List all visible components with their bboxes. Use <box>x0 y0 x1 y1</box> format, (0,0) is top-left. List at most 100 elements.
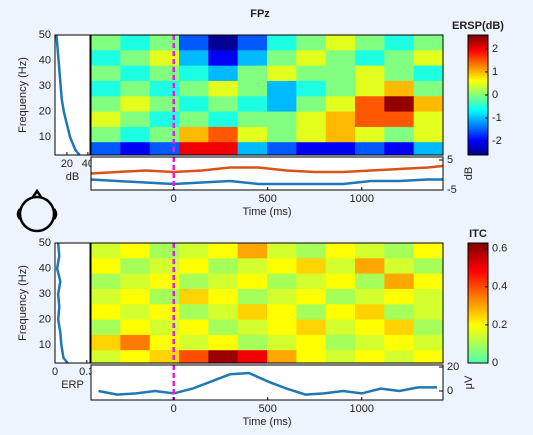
colorbar-swatch <box>468 151 488 154</box>
heatmap-cell <box>237 35 268 51</box>
heatmap-cell <box>149 243 180 259</box>
heatmap-cell <box>355 96 385 113</box>
colorbar-swatch <box>468 42 488 45</box>
colorbar-swatch <box>468 310 488 313</box>
heatmap-cell <box>384 304 415 321</box>
colorbar-swatch <box>468 50 488 53</box>
heatmap-cell <box>296 243 327 259</box>
colorbar-swatch <box>468 138 488 141</box>
heatmap-cell <box>413 258 444 275</box>
colorbar-swatch <box>468 128 488 132</box>
heatmap-cell <box>325 35 356 51</box>
heatmap-cell <box>384 126 415 143</box>
colorbar-swatch <box>468 123 488 126</box>
y-axis-label: Frequency (Hz) <box>17 265 29 341</box>
colorbar-title: ERSP(dB) <box>452 20 504 32</box>
colorbar-swatch <box>468 359 488 362</box>
heatmap-cell <box>384 50 415 67</box>
heatmap-cell <box>120 65 151 82</box>
heatmap-cell <box>355 35 385 51</box>
heatmap-cell <box>384 111 415 128</box>
colorbar-swatch <box>468 338 488 341</box>
heatmap-cell <box>149 273 180 290</box>
heatmap-cell <box>179 111 209 128</box>
heatmap-cell <box>120 319 151 336</box>
x-tick-label: 0 <box>171 403 177 415</box>
heatmap-cell <box>149 80 180 97</box>
heatmap-cell <box>267 304 297 321</box>
heatmap-cell <box>355 273 385 290</box>
heatmap-cell <box>237 243 268 259</box>
heatmap-cell <box>91 273 121 290</box>
colorbar-swatch <box>468 141 488 145</box>
heatmap-cell <box>91 65 121 82</box>
heatmap-cell <box>267 111 297 128</box>
heatmap-cell <box>325 111 356 128</box>
colorbar-swatch <box>468 318 488 321</box>
colorbar-swatch <box>468 70 488 73</box>
colorbar-swatch <box>468 274 488 278</box>
heatmap-cell <box>413 288 444 305</box>
colorbar-swatch <box>468 100 488 103</box>
heatmap-cell <box>149 334 180 351</box>
heatmap-cell <box>120 304 151 321</box>
x-tick-label: 0 <box>52 366 58 378</box>
heatmap-cell <box>384 273 415 290</box>
y-tick-label: 50 <box>39 237 51 249</box>
baseline-curve <box>55 34 81 156</box>
colorbar-swatch <box>468 336 488 340</box>
heatmap-cell <box>120 35 151 51</box>
heatmap-cell <box>149 142 180 156</box>
heatmap-cell <box>179 243 209 259</box>
colorbar-swatch <box>468 132 488 135</box>
heatmap-cell <box>267 350 297 364</box>
colorbar-swatch <box>468 48 488 51</box>
heatmap-cell <box>384 350 415 364</box>
y-axis-label: dB <box>463 167 475 180</box>
x-axis-label: Time (ms) <box>242 416 291 428</box>
heatmap-cell <box>208 142 239 156</box>
heatmap-cell <box>208 288 239 305</box>
heatmap-cell <box>208 334 239 351</box>
heatmap-cell <box>120 80 151 97</box>
heatmap-cell <box>384 319 415 336</box>
colorbar-swatch <box>468 316 488 319</box>
y-tick-label: 5 <box>447 154 453 166</box>
heatmap-cell <box>120 288 151 305</box>
colorbar-swatch <box>468 314 488 317</box>
heatmap-cell <box>384 65 415 82</box>
heatmap-cell <box>208 350 239 364</box>
heatmap-cell <box>91 319 121 336</box>
heatmap-cell <box>120 243 151 259</box>
colorbar-swatch <box>468 149 488 152</box>
heatmap-cell <box>237 258 268 275</box>
heatmap-cell <box>413 273 444 290</box>
heatmap-cell <box>91 126 121 143</box>
colorbar-swatch <box>468 319 488 323</box>
heatmap-cell <box>296 304 327 321</box>
heatmap-cell <box>120 111 151 128</box>
series-line <box>98 371 437 396</box>
colorbar-swatch <box>468 81 488 85</box>
heatmap-cell <box>208 243 239 259</box>
heatmap-cell <box>91 80 121 97</box>
y-tick-label: 30 <box>39 80 51 92</box>
heatmap-cell <box>384 334 415 351</box>
heatmap-cell <box>325 334 356 351</box>
axes-frame <box>90 156 444 191</box>
heatmap-cell <box>325 50 356 67</box>
heatmap-cell <box>237 304 268 321</box>
colorbar-swatch <box>468 344 488 347</box>
heatmap-cell <box>384 243 415 259</box>
colorbar-swatch <box>468 93 488 96</box>
heatmap-cell <box>355 142 385 156</box>
axes-bg <box>91 365 443 400</box>
heatmap-cell <box>296 50 327 67</box>
heatmap-cell <box>384 142 415 156</box>
heatmap-cell <box>120 273 151 290</box>
heatmap-cell <box>325 258 356 275</box>
heatmap-cell <box>355 288 385 305</box>
heatmap-cell <box>325 80 356 97</box>
heatmap-cell <box>208 35 239 51</box>
x-axis-label: ERP <box>61 379 84 391</box>
